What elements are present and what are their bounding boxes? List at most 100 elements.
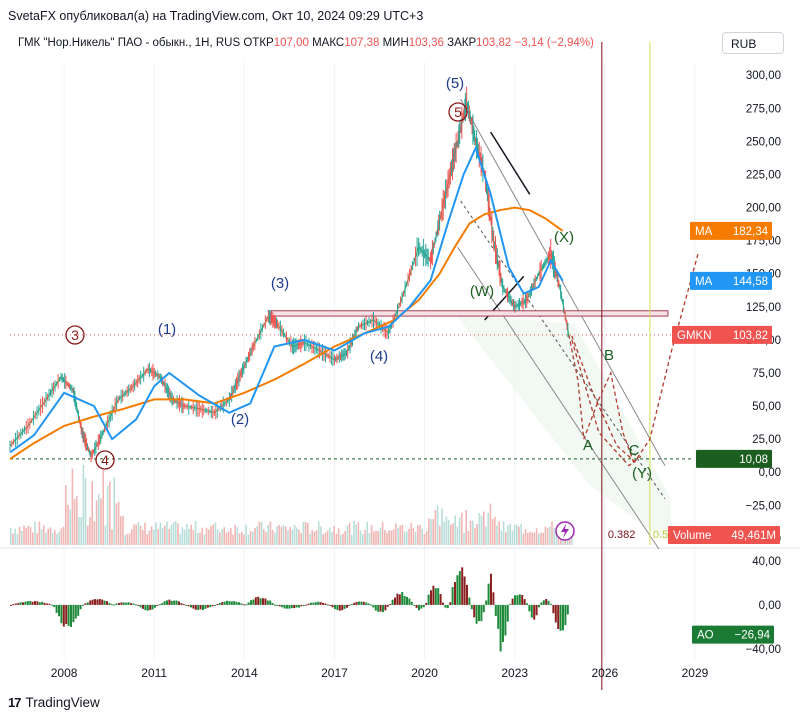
ao-bar [74, 604, 77, 619]
volume-bar [544, 526, 547, 545]
ao-bar [485, 600, 488, 605]
volume-bar [348, 522, 351, 545]
volume-bar [269, 521, 272, 545]
ao-bar [235, 601, 238, 605]
volume-badge-label: Volume [673, 530, 711, 542]
volume-bar [441, 508, 443, 545]
ma-fast-badge: MA 144,58 [690, 271, 772, 290]
ao-bar [65, 604, 68, 625]
ma-slow-line [9, 206, 564, 460]
ao-bar [458, 571, 461, 605]
volume-bar [353, 521, 355, 545]
volume-bar [238, 533, 241, 545]
volume-bar [474, 528, 476, 545]
volume-bar [212, 524, 214, 545]
ao-bar [326, 604, 329, 606]
volume-bar [252, 531, 254, 545]
ao-bar [226, 600, 228, 605]
ao-bar [482, 604, 485, 613]
volume-bar [472, 520, 474, 545]
ao-bar [494, 604, 497, 616]
volume-bar [414, 531, 417, 545]
ao-bar [466, 584, 468, 605]
ao-bar [463, 576, 466, 605]
ao-bar [221, 602, 224, 605]
ao-bar [312, 602, 315, 605]
volume-bar [461, 512, 463, 545]
volume-bar [137, 521, 140, 545]
wave-label-3: (3) [271, 275, 289, 292]
price-tick-label: 75,00 [752, 368, 781, 380]
ao-bar [545, 598, 548, 605]
ao-bar [216, 604, 219, 606]
ao-bar [290, 604, 293, 609]
ao-bar [434, 588, 437, 605]
volume-bar [168, 529, 170, 545]
volume-bar [203, 534, 206, 545]
volume-bar [315, 530, 318, 545]
volume-bar [139, 526, 142, 545]
projection-zone [454, 313, 671, 545]
ao-bar [238, 602, 240, 605]
volume-bar [527, 532, 529, 545]
tradingview-logo-icon: 17 [8, 695, 22, 710]
volume-bar [100, 498, 102, 545]
currency-button[interactable]: RUB [722, 32, 784, 54]
ao-bar [564, 604, 567, 626]
volume-bar [10, 528, 12, 545]
volume-bar [351, 534, 353, 545]
ao-badge: AO −26,94 [692, 625, 774, 644]
volume-bar [340, 534, 342, 545]
ao-bar [77, 604, 80, 616]
tradingview-brand: TradingView [25, 695, 100, 710]
volume-bar [142, 529, 144, 545]
ao-bar [329, 604, 332, 606]
volume-bar [230, 527, 232, 545]
volume-bar [122, 515, 124, 545]
volume-bar [390, 530, 393, 545]
volume-bar [186, 524, 188, 545]
volume-bar [166, 521, 168, 545]
volume-bar [463, 532, 465, 545]
ao-bar [38, 602, 41, 605]
ao-bar [341, 604, 344, 611]
ao-bar [346, 604, 348, 608]
ao-bar [67, 604, 70, 626]
volume-bar [406, 531, 408, 545]
ao-bar [53, 604, 56, 608]
volume-bar [309, 533, 311, 545]
volume-bar [243, 534, 245, 545]
volume-bar [397, 527, 399, 545]
ao-bar [12, 604, 15, 606]
ma-slow-badge-label: MA [695, 226, 713, 238]
ao-bar [264, 598, 267, 605]
volume-bar [443, 521, 445, 545]
volume-bar [375, 530, 377, 545]
volume-bar [190, 524, 192, 545]
ao-bar [254, 597, 257, 605]
ao-bar [370, 604, 372, 606]
volume-bar [555, 532, 558, 545]
ao-bar [420, 604, 423, 609]
ao-bar [257, 596, 260, 605]
ao-bar [274, 604, 276, 606]
ao-bar [499, 604, 502, 652]
ao-bar [192, 604, 195, 609]
ao-bar [230, 601, 233, 605]
ao-bar [223, 601, 226, 605]
ao-tick-label: −40,00 [746, 644, 782, 656]
volume-bar [58, 531, 60, 545]
volume-bar [302, 522, 305, 545]
ao-bar [211, 604, 214, 607]
ao-bar [372, 604, 375, 608]
volume-bar [285, 526, 287, 545]
volume-bar [359, 530, 362, 545]
price-chart[interactable]: 0.382 0.5 300,00 275,00 250,00 225,00 200,00 1… [0, 0, 800, 690]
ao-bar [132, 603, 135, 605]
volume-bar [311, 530, 313, 545]
wave-label-5: (5) [446, 75, 464, 92]
volume-bar [538, 533, 540, 545]
volume-bar [106, 485, 109, 545]
ao-bar [137, 604, 140, 606]
ao-bar [343, 604, 346, 609]
